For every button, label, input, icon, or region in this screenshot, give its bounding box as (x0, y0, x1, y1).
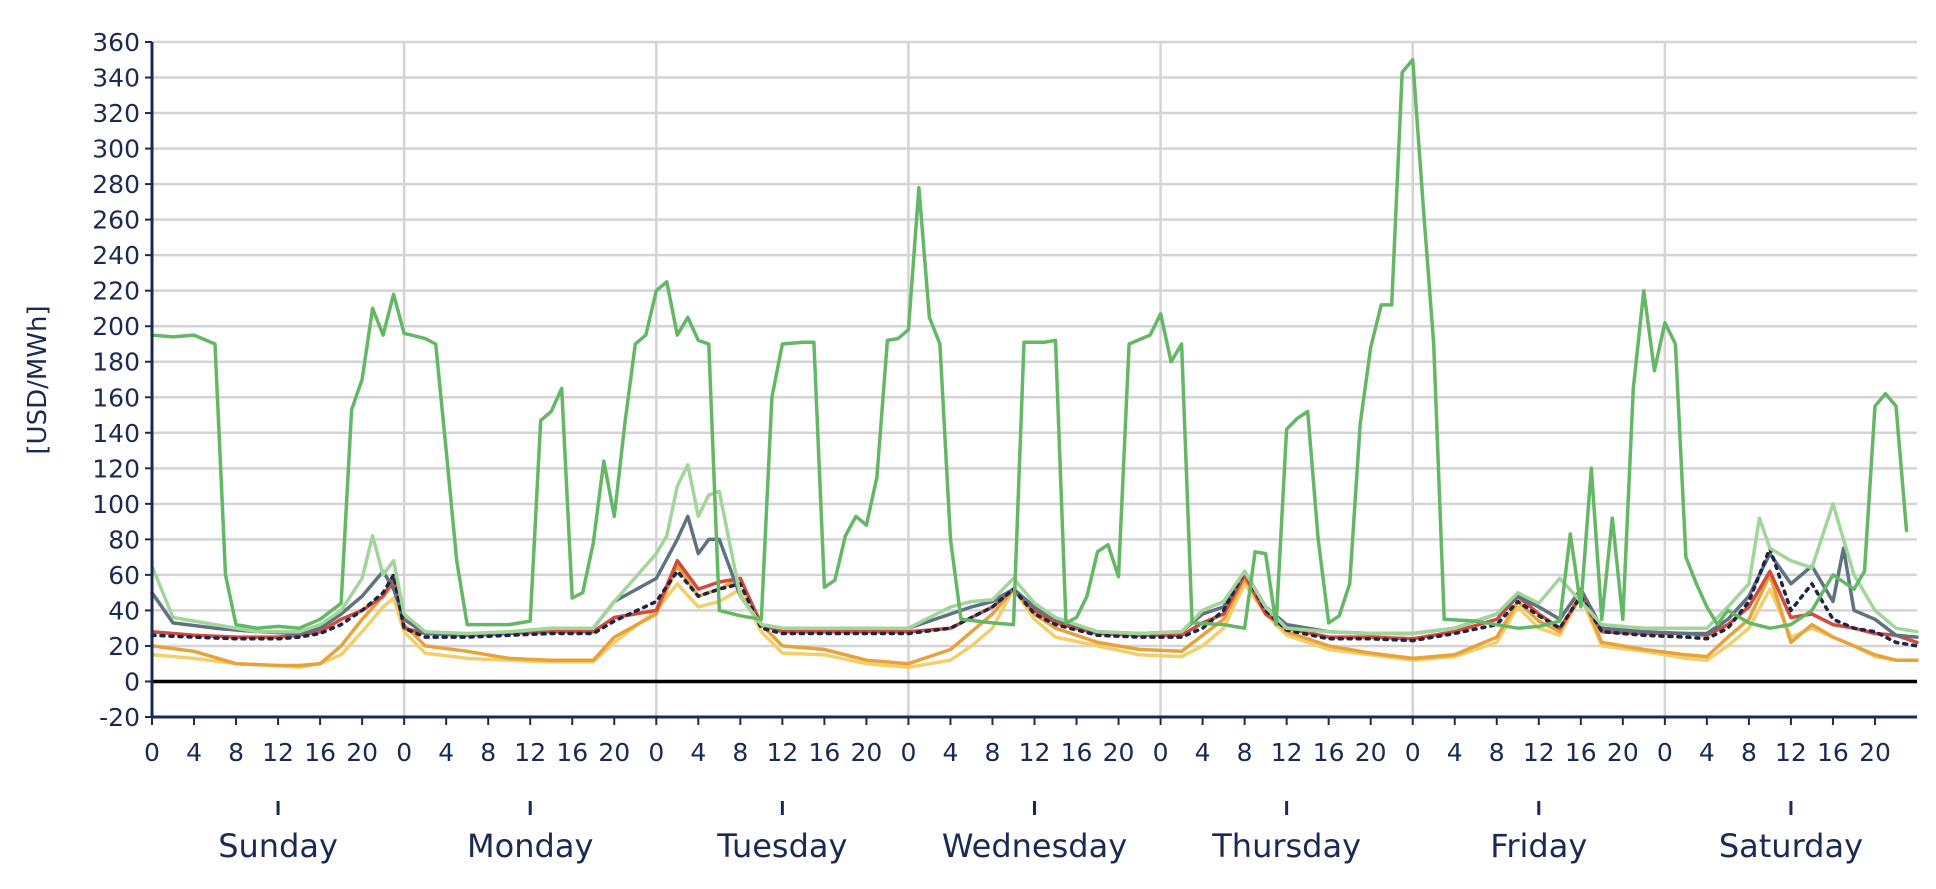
x-tick-label: 12 (514, 738, 546, 767)
x-tick-label: 16 (808, 738, 840, 767)
x-tick-label: 12 (262, 738, 294, 767)
y-tick-label: 220 (92, 277, 140, 306)
y-tick-label: 180 (92, 348, 140, 377)
y-tick-label: 140 (92, 419, 140, 448)
x-tick-label: 0 (648, 738, 664, 767)
y-tick-label: 40 (108, 596, 140, 625)
x-tick-label: 4 (186, 738, 202, 767)
x-tick-label: 4 (1699, 738, 1715, 767)
x-tick-label: 8 (1741, 738, 1757, 767)
x-tick-label: 16 (1817, 738, 1849, 767)
day-label: Wednesday (942, 827, 1127, 865)
y-tick-label: 120 (92, 454, 140, 483)
series-line-0 (150, 582, 1919, 670)
y-tick-label: 160 (92, 383, 140, 412)
day-label: Thursday (1211, 827, 1361, 865)
x-tick-label: 20 (850, 738, 882, 767)
x-tick-label: 20 (1859, 738, 1891, 767)
x-tick-label: 8 (1237, 738, 1253, 767)
series-line-6 (150, 58, 1909, 630)
x-tick-label: 8 (1489, 738, 1505, 767)
x-tick-label: 16 (304, 738, 336, 767)
x-tick-label: 8 (480, 738, 496, 767)
x-tick-label: 8 (985, 738, 1001, 767)
x-tick-label: 20 (598, 738, 630, 767)
x-tick-label: 0 (1153, 738, 1169, 767)
y-tick-label: 320 (92, 99, 140, 128)
y-tick-label: 300 (92, 135, 140, 164)
x-tick-label: 4 (942, 738, 958, 767)
day-label: Saturday (1719, 827, 1863, 865)
x-tick-label: 16 (1565, 738, 1597, 767)
y-tick-label: 60 (108, 561, 140, 590)
x-tick-label: 12 (1019, 738, 1051, 767)
y-tick-label: 200 (92, 312, 140, 341)
day-label: Sunday (218, 827, 338, 865)
day-label: Tuesday (716, 827, 847, 865)
x-tick-label: 0 (1405, 738, 1421, 767)
x-tick-label: 8 (228, 738, 244, 767)
x-tick-label: 12 (1523, 738, 1555, 767)
day-label: Friday (1490, 827, 1587, 865)
x-tick-label: 20 (1355, 738, 1387, 767)
y-tick-label: 20 (108, 632, 140, 661)
y-axis-label: [USD/MWh] (23, 305, 53, 454)
y-tick-label: 340 (92, 64, 140, 93)
y-tick-label: -20 (99, 703, 140, 732)
x-tick-label: 0 (1657, 738, 1673, 767)
x-tick-label: 0 (144, 738, 160, 767)
series-lines (150, 58, 1919, 670)
x-tick-label: 4 (690, 738, 706, 767)
x-tick-label: 4 (1195, 738, 1211, 767)
x-tick-label: 20 (1607, 738, 1639, 767)
x-tick-label: 12 (766, 738, 798, 767)
y-tick-label: 260 (92, 206, 140, 235)
y-tick-label: 360 (92, 28, 140, 57)
y-tick-label: 280 (92, 170, 140, 199)
series-line-3 (150, 514, 1919, 639)
x-tick-label: 0 (396, 738, 412, 767)
series-line-1 (150, 564, 1919, 668)
axes: -200204060801001201401601802002202402602… (92, 28, 1917, 865)
x-tick-label: 12 (1271, 738, 1303, 767)
y-tick-label: 80 (108, 525, 140, 554)
y-tick-label: 0 (124, 667, 140, 696)
x-tick-label: 4 (438, 738, 454, 767)
y-tick-label: 240 (92, 241, 140, 270)
x-tick-label: 20 (346, 738, 378, 767)
x-tick-label: 20 (1103, 738, 1135, 767)
y-tick-label: 100 (92, 490, 140, 519)
x-tick-label: 16 (1061, 738, 1093, 767)
x-tick-label: 16 (556, 738, 588, 767)
x-tick-label: 12 (1775, 738, 1807, 767)
x-tick-label: 16 (1313, 738, 1345, 767)
series-line-4 (150, 546, 1919, 648)
day-label: Monday (467, 827, 593, 865)
x-tick-label: 0 (900, 738, 916, 767)
x-tick-label: 8 (732, 738, 748, 767)
x-tick-label: 4 (1447, 738, 1463, 767)
